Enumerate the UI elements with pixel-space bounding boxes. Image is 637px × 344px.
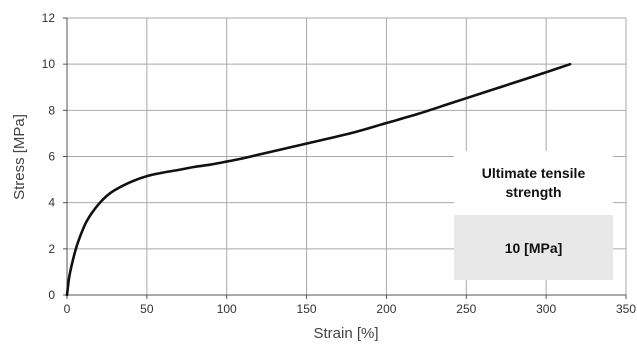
x-tick-label: 0: [64, 302, 71, 316]
axes: [63, 17, 627, 299]
x-tick-label: 200: [376, 302, 396, 316]
y-tick-label: 2: [48, 242, 55, 256]
uts-value: 10 [MPa]: [504, 239, 563, 256]
x-axis-title: Strain [%]: [313, 325, 378, 342]
x-tick-labels: 0 50 100 150 200 250 300 350: [64, 302, 637, 316]
uts-value-box: 10 [MPa]: [454, 215, 613, 280]
uts-label: Ultimate tensile strength: [481, 165, 586, 200]
y-tick-label: 0: [48, 288, 55, 302]
y-tick-labels: 0 2 4 6 8 10 12: [42, 11, 56, 302]
y-tick-label: 4: [48, 196, 55, 210]
x-tick-label: 300: [536, 302, 556, 316]
y-tick-label: 8: [48, 103, 55, 117]
x-tick-label: 50: [140, 302, 154, 316]
y-tick-label: 12: [42, 11, 56, 25]
y-tick-label: 6: [48, 150, 55, 164]
x-tick-label: 250: [456, 302, 476, 316]
x-tick-label: 100: [217, 302, 237, 316]
series-layer: [65, 62, 572, 297]
stress-strain-curve: [65, 62, 572, 297]
x-tick-label: 350: [616, 302, 636, 316]
y-axis-title: Stress [MPa]: [11, 114, 28, 200]
x-tick-label: 150: [297, 302, 317, 316]
y-tick-label: 10: [42, 57, 56, 71]
uts-label-box: Ultimate tensile strength: [454, 151, 613, 215]
